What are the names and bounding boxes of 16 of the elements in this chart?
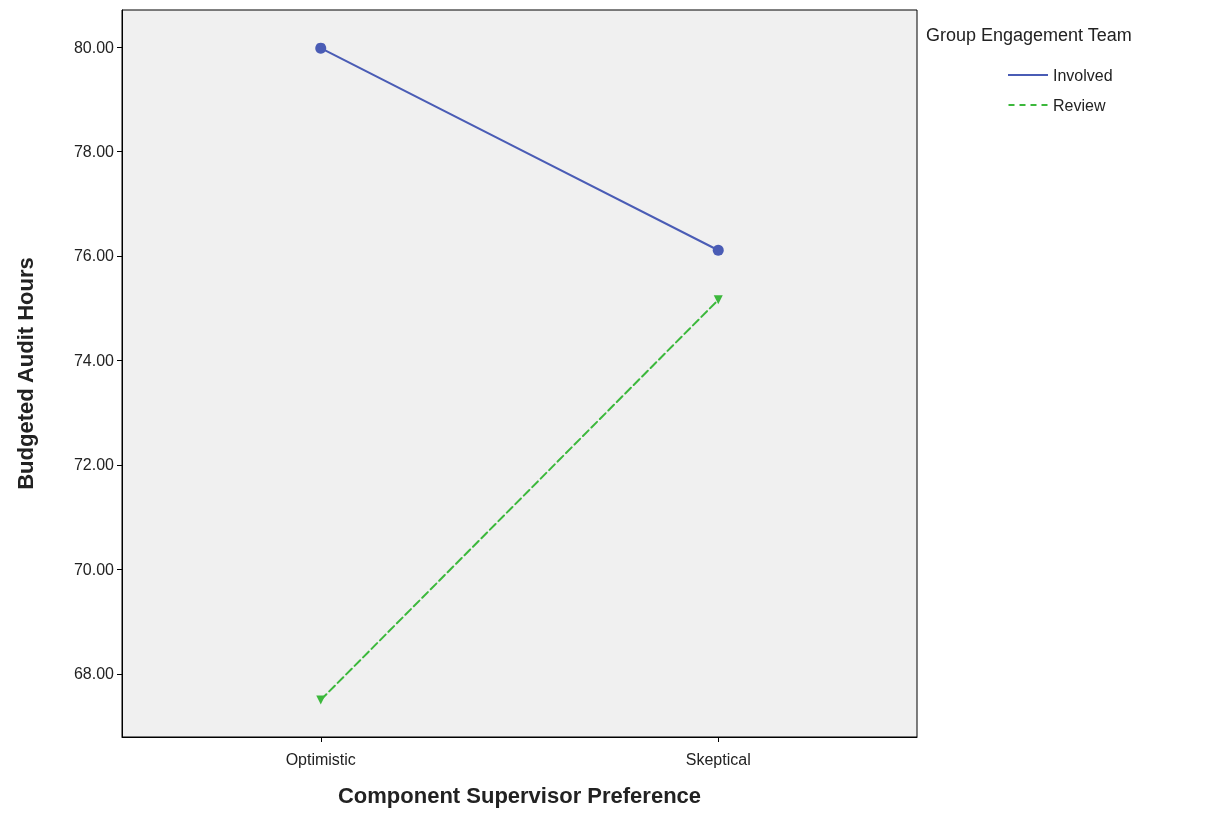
point	[315, 42, 327, 54]
x-tick-label: Skeptical	[685, 750, 751, 768]
x-axis-title: Component Supervisor Preference	[337, 782, 702, 808]
y-tick-label: 76.00	[73, 247, 115, 265]
legend-label: Involved	[1053, 66, 1113, 84]
legend-label: Review	[1053, 96, 1106, 114]
x-tick-label: Optimistic	[285, 750, 356, 768]
y-tick-label: 74.00	[73, 351, 115, 369]
y-tick-label: 80.00	[73, 38, 115, 56]
y-tick-label: 78.00	[73, 143, 115, 161]
y-tick-label: 68.00	[73, 665, 115, 683]
legend-title: Group Engagement Team	[926, 25, 1132, 45]
y-axis-title: Budgeted Audit Hours	[12, 257, 38, 490]
point	[712, 244, 724, 256]
y-tick-label: 70.00	[73, 560, 115, 578]
y-tick-label: 72.00	[73, 456, 115, 474]
